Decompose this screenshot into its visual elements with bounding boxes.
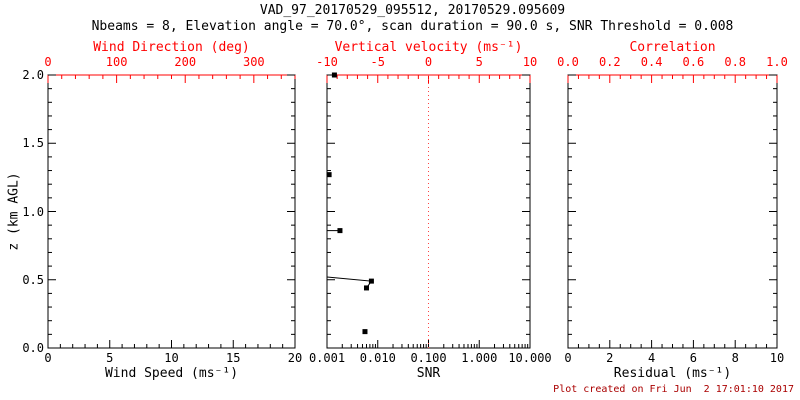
snr-data-point: [363, 285, 369, 291]
snr-data-point: [337, 228, 343, 234]
tick-label: 10.000: [508, 351, 552, 365]
snr-data-point: [326, 172, 332, 178]
residual-panel-border: [567, 74, 778, 349]
tick-label: 2: [606, 351, 614, 365]
figure-subtitle: Nbeams = 8, Elevation angle = 70.0°, sca…: [91, 19, 734, 34]
secondary-tick-label: 0.6: [682, 55, 705, 69]
tick-label: 1.000: [461, 351, 498, 365]
secondary-tick-label: 300: [242, 55, 265, 69]
tick-label: 1.0: [22, 204, 44, 219]
tick-label: 2.0: [22, 68, 44, 82]
snr-axis-label: SNR: [416, 366, 441, 381]
tick-label: 10: [164, 351, 179, 365]
secondary-tick-label: 0.0: [557, 55, 579, 69]
secondary-tick-label: -10: [316, 55, 338, 69]
tick-label: 1.5: [22, 136, 44, 151]
wind-speed-axis-label: Wind Speed (ms⁻¹): [104, 366, 239, 381]
snr-data-point: [362, 329, 368, 335]
secondary-tick-label: 200: [174, 55, 197, 69]
tick-label: 20: [287, 351, 303, 365]
vertical-velocity-axis-label: Vertical velocity (ms⁻¹): [334, 40, 523, 55]
tick-label: 10: [769, 351, 785, 365]
tick-label: 0.5: [22, 272, 44, 287]
tick-label: 8: [731, 351, 739, 365]
tick-label: 0: [564, 351, 572, 365]
secondary-tick-label: -5: [370, 55, 385, 69]
tick-label: 0.010: [359, 351, 396, 365]
secondary-tick-label: 5: [475, 55, 483, 69]
secondary-tick-label: 0: [424, 55, 433, 69]
wind-panel-border: [47, 74, 296, 349]
secondary-tick-label: 0.2: [598, 55, 621, 69]
tick-label: 15: [226, 351, 241, 365]
wind-direction-axis-label: Wind Direction (deg): [93, 40, 250, 55]
tick-label: 5: [106, 351, 114, 365]
tick-label: 0.100: [410, 351, 447, 365]
tick-label: 6: [689, 351, 697, 365]
secondary-tick-label: 10: [522, 55, 538, 69]
tick-label: 0.0: [22, 341, 44, 355]
snr-data-point: [331, 72, 337, 78]
tick-label: 0: [44, 351, 52, 365]
tick-label: 4: [647, 351, 656, 365]
figure-title: VAD_97_20170529_095512, 20170529.095609: [259, 3, 566, 18]
secondary-tick-label: 0.8: [724, 55, 747, 69]
secondary-tick-label: 100: [105, 55, 128, 69]
secondary-tick-label: 0.4: [640, 55, 663, 69]
creation-timestamp: Plot created on Fri Jun 2 17:01:10 2017: [553, 384, 794, 395]
correlation-axis-label: Correlation: [629, 40, 716, 55]
tick-label: 0.001: [308, 351, 346, 365]
secondary-tick-label: 1.0: [766, 55, 788, 69]
secondary-tick-label: 0: [44, 55, 52, 69]
snr-data-point: [368, 278, 374, 284]
residual-axis-label: Residual (ms⁻¹): [613, 366, 732, 381]
